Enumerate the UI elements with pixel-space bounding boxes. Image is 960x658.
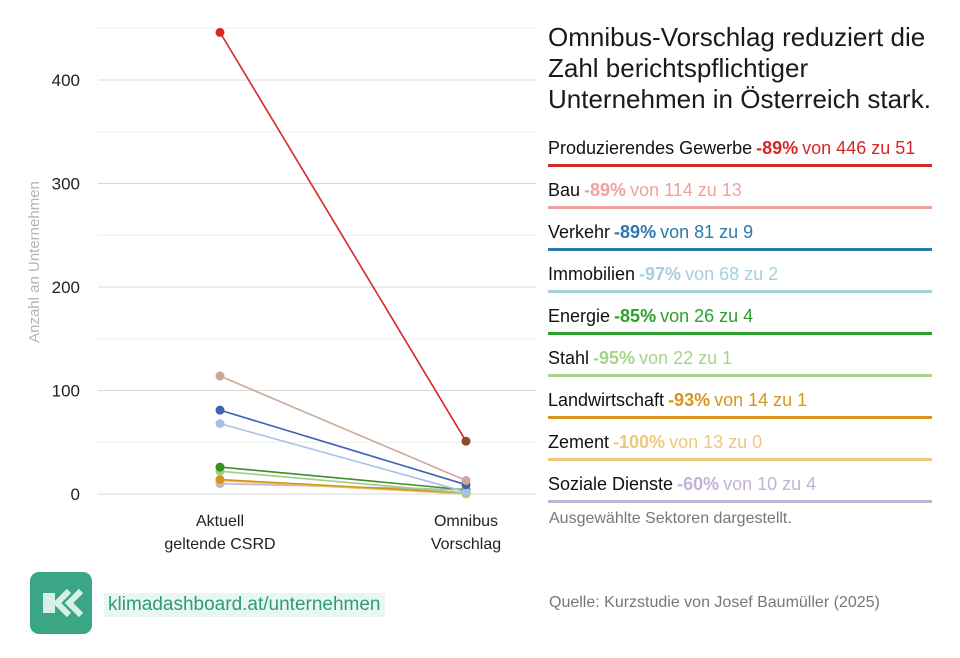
series-point: [215, 405, 225, 415]
series-point: [461, 436, 471, 446]
x-category-label: Vorschlag: [431, 536, 501, 553]
legend-percent-change: -95%: [593, 348, 636, 368]
legend-item: Zement -100% von 13 zu 0: [548, 422, 932, 461]
legend-item: Soziale Dienste -60% von 10 zu 4: [548, 464, 932, 503]
legend-sector-name: Zement: [548, 432, 610, 452]
series-line: [219, 478, 467, 494]
x-category-label: Omnibus: [434, 513, 498, 530]
legend-change-text: von 13 zu 0: [669, 432, 763, 452]
legend-change-text: von 10 zu 4: [723, 474, 817, 494]
x-axis-categories: Aktuell geltende CSRD Omnibus Vorschlag: [164, 513, 501, 553]
legend-percent-change: -85%: [614, 306, 657, 326]
source-text: Quelle: Kurzstudie von Josef Baumüller (…: [549, 594, 880, 611]
legend-change-text: von 114 zu 13: [630, 180, 742, 200]
legend-item: Immobilien -97% von 68 zu 2: [548, 254, 932, 293]
legend-change-text: von 446 zu 51: [802, 138, 916, 158]
series-point: [215, 462, 225, 472]
y-tick-label: 100: [52, 382, 80, 401]
y-tick-label: 0: [71, 485, 80, 504]
legend-percent-change: -60%: [677, 474, 720, 494]
series-line: [219, 375, 467, 482]
slope-chart: 0 100 200 300 400 Anzahl an Unternehmen Aktu…: [26, 27, 536, 553]
legend-change-text: von 81 zu 9: [660, 222, 754, 242]
series-point: [215, 419, 225, 429]
legend-item: Produzierendes Gewerbe -89% von 446 zu 51: [548, 128, 932, 167]
y-tick-label: 200: [52, 278, 80, 297]
legend-sector-name: Bau: [548, 180, 581, 200]
legend-sector-name: Verkehr: [548, 222, 611, 242]
brand-link[interactable]: klimadashboard.at/unternehmen: [104, 593, 385, 617]
legend-sector-name: Immobilien: [548, 264, 636, 284]
legend-item: Stahl -95% von 22 zu 1: [548, 338, 932, 377]
legend-percent-change: -89%: [756, 138, 799, 158]
legend-change-text: von 14 zu 1: [714, 390, 808, 410]
series-line: [219, 422, 467, 493]
x-category-label: Aktuell: [196, 513, 244, 530]
legend-sector-name: Energie: [548, 306, 611, 326]
y-axis-label: Anzahl an Unternehmen: [26, 181, 43, 343]
legend-sector-name: Soziale Dienste: [548, 474, 674, 494]
brand-logo[interactable]: [30, 572, 92, 634]
series-line: [219, 31, 467, 442]
series-point: [215, 371, 225, 381]
legend-sector-name: Landwirtschaft: [548, 390, 665, 410]
y-tick-label: 300: [52, 175, 80, 194]
legend-sector-name: Produzierendes Gewerbe: [548, 138, 753, 158]
series-line: [219, 466, 467, 491]
grid-lines: [98, 27, 536, 495]
legend-change-text: von 26 zu 4: [660, 306, 754, 326]
series-point: [461, 476, 471, 486]
legend-percent-change: -89%: [584, 180, 627, 200]
legend-change-text: von 68 zu 2: [685, 264, 779, 284]
legend-item: Verkehr -89% von 81 zu 9: [548, 212, 932, 251]
series-point: [461, 487, 471, 497]
y-tick-label: 400: [52, 71, 80, 90]
legend-item: Landwirtschaft -93% von 14 zu 1: [548, 380, 932, 419]
legend-change-text: von 22 zu 1: [639, 348, 733, 368]
x-category-label: geltende CSRD: [164, 536, 275, 553]
legend-item: Energie -85% von 26 zu 4: [548, 296, 932, 335]
legend-percent-change: -97%: [639, 264, 682, 284]
double-chevron-left-icon: [43, 588, 83, 618]
legend-percent-change: -100%: [613, 432, 666, 452]
chart-title: Omnibus-Vorschlag reduziert die Zahl ber…: [548, 22, 931, 114]
legend-item: Bau -89% von 114 zu 13: [548, 170, 932, 209]
series-line: [219, 470, 467, 494]
series-point: [215, 27, 225, 37]
series-lines: [219, 31, 467, 495]
selection-note: Ausgewählte Sektoren dargestellt.: [549, 510, 792, 527]
series-line: [219, 409, 467, 486]
series-line: [219, 479, 467, 495]
series-dots: [215, 27, 471, 499]
y-axis-ticks: 0 100 200 300 400: [52, 71, 80, 504]
legend-percent-change: -89%: [614, 222, 657, 242]
legend-percent-change: -93%: [668, 390, 711, 410]
legend: Produzierendes Gewerbe -89% von 446 zu 51 B…: [548, 128, 932, 506]
legend-sector-name: Stahl: [548, 348, 590, 368]
series-point: [215, 475, 225, 485]
